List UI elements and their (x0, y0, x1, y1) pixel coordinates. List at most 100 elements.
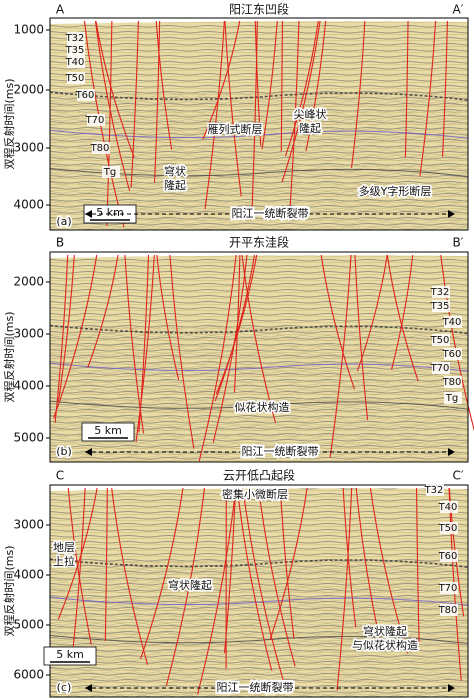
fault (369, 487, 409, 654)
horizon-label: T40 (65, 57, 85, 68)
y-tick-label: 6000 (13, 668, 44, 682)
horizon-label-bg (67, 72, 85, 84)
plot-frame (49, 251, 469, 463)
fault (106, 20, 113, 226)
fault (204, 20, 225, 210)
panel-label: (b) (56, 445, 72, 458)
annotation: 隆起 (299, 121, 321, 135)
horizon-label-bg (426, 484, 444, 496)
fault (350, 20, 366, 169)
fault (305, 20, 327, 151)
y-tick-label: 3000 (13, 141, 44, 155)
profile-start: A (56, 3, 65, 17)
fault (72, 487, 86, 647)
fault (391, 254, 414, 370)
sea-floor (50, 252, 468, 258)
y-tick-label: 1000 (13, 23, 44, 37)
y-tick-label: 4000 (13, 198, 44, 212)
annotation: 穹状隆起 (363, 624, 407, 638)
fault (280, 20, 283, 152)
fault (140, 487, 184, 660)
horizon-label: T60 (438, 551, 458, 562)
annotation: 雁列式断层 (208, 122, 263, 136)
y-tick-label: 2000 (13, 275, 44, 289)
horizon-label-bg (440, 501, 458, 513)
horizon (49, 168, 469, 178)
horizon-label: T70 (430, 363, 450, 374)
horizon-label: T80 (90, 143, 110, 154)
seismic-texture (50, 325, 468, 462)
y-tick-label: 4000 (13, 568, 44, 582)
profile-title: 开平东洼段 (229, 235, 289, 250)
annotation: 多级Y字形断层 (359, 184, 432, 198)
fault (165, 487, 205, 686)
y-tick-label: 3000 (13, 518, 44, 532)
fault (254, 20, 262, 146)
horizon-label-bg (440, 604, 458, 616)
fault (416, 487, 420, 642)
horizon-label: T50 (438, 523, 458, 534)
scale-bar-label: 5 km (96, 206, 124, 219)
horizon (49, 400, 469, 410)
profile-start: B (56, 236, 64, 250)
fault (156, 254, 180, 381)
annotation: 似花状构造 (235, 400, 290, 414)
plot-frame (49, 17, 469, 231)
profile-end: C′ (452, 469, 463, 483)
y-tick-label: 5000 (13, 618, 44, 632)
scale-bar-label: 5 km (56, 648, 84, 661)
horizon-label: T35 (65, 45, 85, 56)
horizon (49, 362, 469, 372)
profile-end: B′ (453, 236, 464, 250)
scale-box (81, 422, 135, 442)
horizon-label-bg (444, 348, 462, 360)
horizon-label-bg (444, 392, 462, 404)
fault (53, 254, 98, 419)
horizon-label-bg (440, 522, 458, 534)
fault (198, 254, 237, 462)
horizon-label: T40 (442, 317, 462, 328)
y-tick-label: 2000 (13, 83, 44, 97)
fault (251, 20, 258, 215)
fault (169, 254, 195, 449)
fault (279, 487, 295, 640)
horizon-label-bg (444, 376, 462, 388)
fault (441, 20, 448, 157)
fault (261, 20, 278, 150)
fault (236, 487, 273, 671)
profile-title: 云开低凸起段 (223, 468, 295, 483)
horizon-label: T60 (75, 90, 95, 101)
profile-end: A′ (453, 3, 464, 17)
fault (269, 487, 308, 641)
horizon-label-bg (67, 56, 85, 68)
fault-zone-label: 阳江一统断裂带 (232, 206, 309, 220)
horizon-label: T35 (430, 301, 450, 312)
sea-floor (50, 18, 468, 24)
horizon-label-bg (432, 286, 450, 298)
horizon-label-bg (432, 362, 450, 374)
annotation: 穹状 (164, 164, 186, 178)
y-tick-label: 4000 (13, 379, 44, 393)
fault (95, 20, 135, 158)
fault (154, 20, 161, 183)
horizon-label: T70 (438, 583, 458, 594)
horizon-label-bg (92, 142, 110, 154)
annotation: 尖峰状 (294, 107, 327, 121)
horizon-label-bg (432, 334, 450, 346)
horizon-label-bg (440, 582, 458, 594)
plot-frame (49, 484, 469, 698)
y-axis-label: 双程反射时间(ms) (2, 545, 16, 636)
y-tick-label: 3000 (13, 327, 44, 341)
fault (224, 20, 242, 197)
fault (214, 254, 256, 402)
fault (124, 254, 145, 434)
panel-label: (c) (57, 681, 72, 694)
horizon-label-bg (444, 316, 462, 328)
fault (94, 20, 131, 191)
fault-zone-label: 阳江一统断裂带 (217, 680, 294, 694)
horizon (49, 596, 469, 606)
horizon-label-bg (440, 550, 458, 562)
fault (419, 20, 437, 177)
fault (356, 254, 388, 372)
